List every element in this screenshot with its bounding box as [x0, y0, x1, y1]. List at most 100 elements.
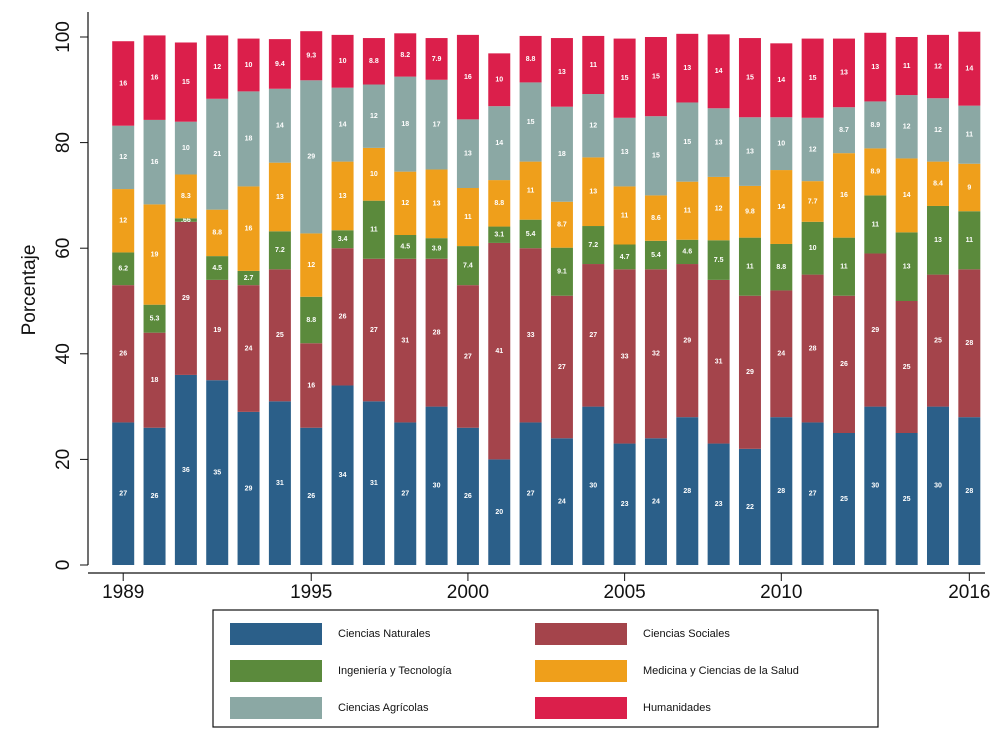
bar-segment: [644, 116, 667, 196]
bar-segment: [676, 417, 699, 565]
bar-segment: [519, 161, 542, 220]
value-label: 31: [715, 359, 723, 366]
value-label: 7.5: [714, 257, 724, 264]
value-label: 11: [966, 237, 974, 244]
bar-segment: [143, 35, 166, 120]
bar-segment: [456, 427, 479, 565]
bar-segment: [206, 35, 229, 99]
value-label: 8.6: [651, 215, 661, 222]
bar-segment: [864, 406, 887, 565]
bar-segment: [676, 239, 699, 265]
legend-swatch: [535, 660, 627, 682]
bar-segment: [362, 258, 385, 402]
value-label: 17: [433, 121, 441, 128]
value-label: 14: [777, 77, 785, 84]
value-label: 10: [339, 58, 347, 65]
value-label: 5.4: [526, 231, 536, 238]
value-label: 35: [213, 469, 221, 476]
bar-segment: [237, 91, 260, 187]
bar-segment: [707, 279, 730, 444]
value-label: 11: [464, 214, 472, 221]
bar-segment: [206, 380, 229, 565]
value-label: 12: [715, 205, 723, 212]
value-label: 16: [119, 80, 127, 87]
value-label: 7.2: [588, 242, 598, 249]
bar-segment: [770, 290, 793, 418]
bar-segment: [582, 406, 605, 565]
bar-segment: [707, 240, 730, 280]
value-label: 18: [558, 151, 566, 158]
bar-segment: [926, 274, 949, 407]
value-label: 29: [871, 327, 879, 334]
bar-segment: [425, 238, 448, 259]
value-label: 11: [872, 221, 880, 228]
bar-segment: [394, 422, 417, 565]
value-label: 15: [809, 75, 817, 82]
value-label: 41: [495, 348, 503, 355]
bar-segment: [738, 185, 761, 238]
bar-segment: [550, 438, 573, 565]
legend-label: Ciencias Agrícolas: [338, 702, 429, 714]
value-label: 11: [590, 62, 598, 69]
bar-segment: [206, 209, 229, 257]
bar-segment: [362, 147, 385, 201]
bar-segment: [488, 242, 511, 460]
bar-segment: [926, 34, 949, 99]
value-label: 9.4: [275, 61, 285, 68]
value-label: 13: [903, 264, 911, 271]
value-label: 8.8: [369, 58, 379, 65]
value-label: 11: [746, 264, 754, 271]
x-tick-label: 2010: [760, 582, 802, 603]
bar-segment: [644, 195, 667, 241]
bar-segment: [582, 264, 605, 407]
bar-segment: [550, 247, 573, 296]
bar-segment: [895, 95, 918, 159]
value-label: 25: [934, 337, 942, 344]
value-label: 13: [433, 201, 441, 208]
value-label: 14: [715, 68, 723, 75]
bar-segment: [864, 253, 887, 407]
bar-segment: [268, 88, 291, 163]
bar-segment: [832, 107, 855, 154]
bar-segment: [394, 235, 417, 259]
value-label: 8.8: [212, 230, 222, 237]
value-label: 24: [777, 351, 785, 358]
bar-segment: [112, 252, 135, 286]
bar-segment: [237, 285, 260, 412]
bar-segment: [770, 243, 793, 291]
bar-segment: [425, 79, 448, 170]
value-label: 12: [934, 127, 942, 134]
value-label: 19: [213, 327, 221, 334]
x-tick-label: 1995: [290, 582, 332, 603]
value-label: 12: [401, 200, 409, 207]
value-label: 26: [339, 314, 347, 321]
value-label: 29: [182, 295, 190, 302]
bar-segment: [707, 176, 730, 241]
value-label: 33: [621, 353, 629, 360]
value-label: 12: [809, 146, 817, 153]
bar-segment: [112, 41, 135, 126]
value-label: 28: [965, 340, 973, 347]
bar-segment: [770, 117, 793, 171]
value-label: 30: [871, 483, 879, 490]
bar-segment: [550, 106, 573, 202]
value-label: 11: [840, 264, 848, 271]
bar-segment: [644, 269, 667, 439]
bar-segment: [707, 34, 730, 109]
bar-segment: [864, 195, 887, 254]
legend-swatch: [230, 697, 322, 719]
bar-segment: [456, 188, 479, 247]
value-label: 14: [903, 192, 911, 199]
value-label: 8.8: [494, 200, 504, 207]
legend-label: Medicina y Ciencias de la Salud: [643, 665, 799, 677]
value-label: 15: [527, 119, 535, 126]
y-tick-label: 60: [53, 238, 74, 259]
value-label: 16: [151, 159, 159, 166]
bar-segment: [268, 231, 291, 270]
value-label: 16: [464, 74, 472, 81]
value-label: 27: [809, 491, 817, 498]
value-label: 9.8: [745, 209, 755, 216]
value-label: 13: [589, 189, 597, 196]
value-label: 24: [558, 498, 566, 505]
bar-segment: [958, 105, 981, 164]
